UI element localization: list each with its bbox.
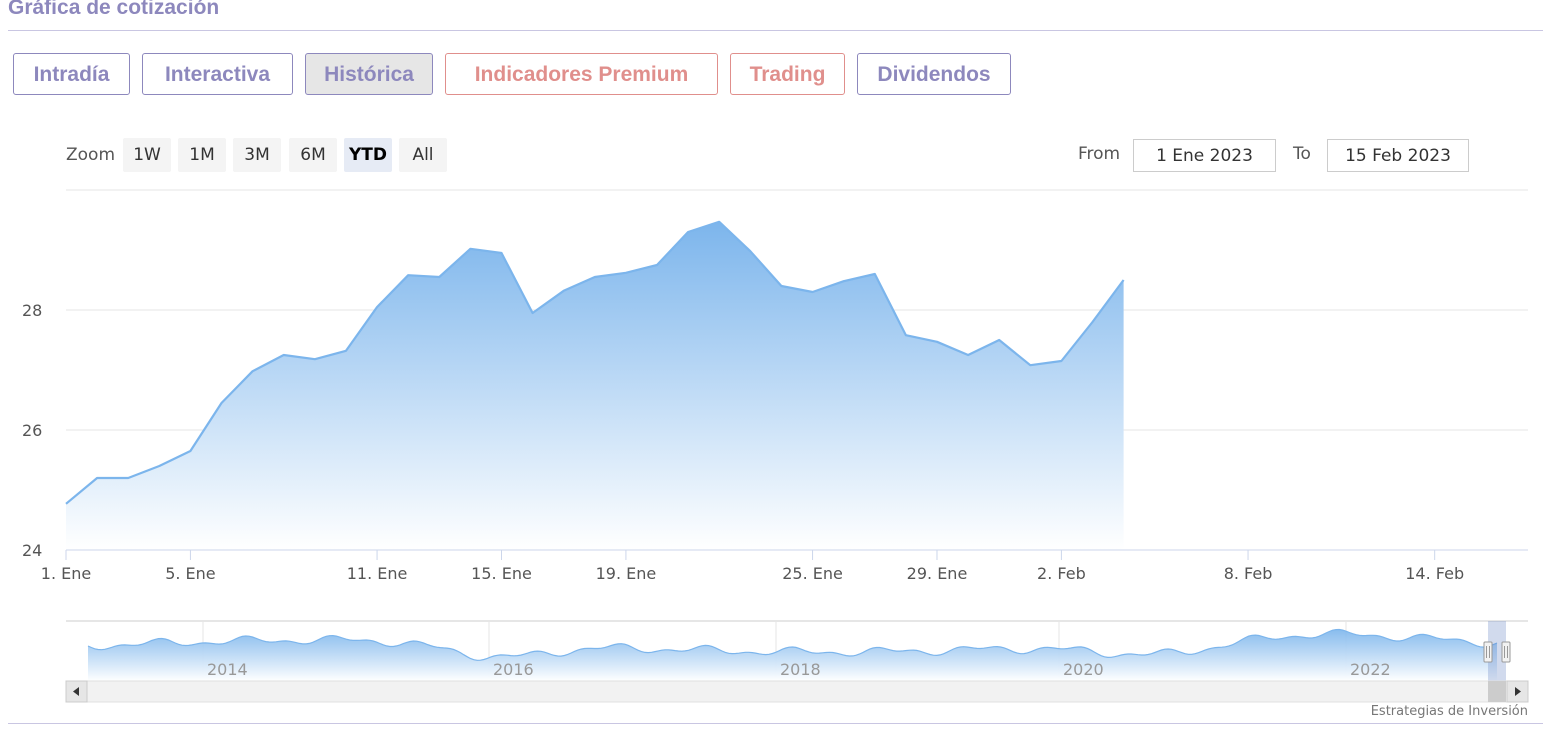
y-tick-label: 24	[22, 541, 42, 560]
credits-label: Estrategias de Inversión	[1370, 704, 1528, 719]
x-tick-label: 15. Ene	[471, 564, 532, 583]
zoom-1m-button[interactable]: 1M	[178, 138, 226, 172]
navigator-tick-label: 2014	[207, 660, 248, 679]
zoom-ytd-button[interactable]: YTD	[344, 138, 392, 172]
x-axis: 1. Ene 5. Ene 11. Ene 15. Ene 19. Ene 25. Ene…	[41, 549, 1528, 583]
y-tick-label: 28	[22, 301, 42, 320]
x-tick-label: 11. Ene	[347, 564, 408, 583]
right-arrow-icon[interactable]	[1506, 680, 1529, 703]
x-tick-label: 2. Feb	[1037, 564, 1086, 583]
navigator-area	[88, 629, 1497, 681]
title-divider	[8, 30, 1543, 31]
y-tick-label: 26	[22, 421, 42, 440]
zoom-all-button[interactable]: All	[399, 138, 447, 172]
navigator-selected-range[interactable]	[1488, 621, 1506, 681]
navigator-tick-label: 2020	[1063, 660, 1104, 679]
left-arrow-icon[interactable]	[65, 680, 88, 703]
navigator-line	[87, 628, 1498, 661]
scrollbar-track[interactable]	[65, 680, 1529, 703]
tab-interactiva[interactable]: Interactiva	[142, 53, 293, 95]
from-date-input[interactable]	[1133, 139, 1276, 172]
x-tick-label: 5. Ene	[165, 564, 215, 583]
page-title: Gráfica de cotización	[8, 0, 220, 19]
x-tick-label: 1. Ene	[41, 564, 91, 583]
bottom-divider	[8, 723, 1543, 724]
navigator-tick-label: 2022	[1350, 660, 1391, 679]
zoom-label: Zoom	[66, 145, 116, 165]
x-tick-label: 19. Ene	[596, 564, 657, 583]
tab-trading[interactable]: Trading	[730, 53, 845, 95]
series-area-fill	[66, 221, 1124, 551]
x-tick-label: 29. Ene	[907, 564, 968, 583]
zoom-1w-button[interactable]: 1W	[123, 138, 171, 172]
tab-intradia[interactable]: Intradía	[13, 53, 130, 95]
series-line	[65, 220, 1125, 505]
zoom-6m-button[interactable]: 6M	[289, 138, 337, 172]
to-label: To	[1293, 144, 1311, 164]
x-tick-label: 8. Feb	[1224, 564, 1273, 583]
scrollbar-thumb[interactable]	[1488, 681, 1506, 702]
price-area-chart: 24 26 28 1. Ene 5. Ene 11. Ene 15. Ene 19. Ene…	[22, 189, 1529, 703]
tab-indicadores-premium[interactable]: Indicadores Premium	[445, 53, 718, 95]
x-tick-label: 14. Feb	[1405, 564, 1464, 583]
to-date-input[interactable]	[1327, 139, 1469, 172]
grip-handle-icon[interactable]	[1501, 641, 1511, 663]
tab-dividendos[interactable]: Dividendos	[857, 53, 1011, 95]
navigator-tick-label: 2018	[780, 660, 821, 679]
y-axis: 24 26 28	[22, 301, 42, 560]
from-label: From	[1078, 144, 1121, 164]
navigator[interactable]: 2014 2016 2018 2020 2022	[65, 620, 1529, 703]
zoom-3m-button[interactable]: 3M	[233, 138, 281, 172]
tab-historica[interactable]: Histórica	[305, 53, 433, 95]
navigator-tick-label: 2016	[493, 660, 534, 679]
series-area	[65, 220, 1125, 551]
x-tick-label: 25. Ene	[782, 564, 843, 583]
grip-handle-icon[interactable]	[1483, 641, 1493, 663]
